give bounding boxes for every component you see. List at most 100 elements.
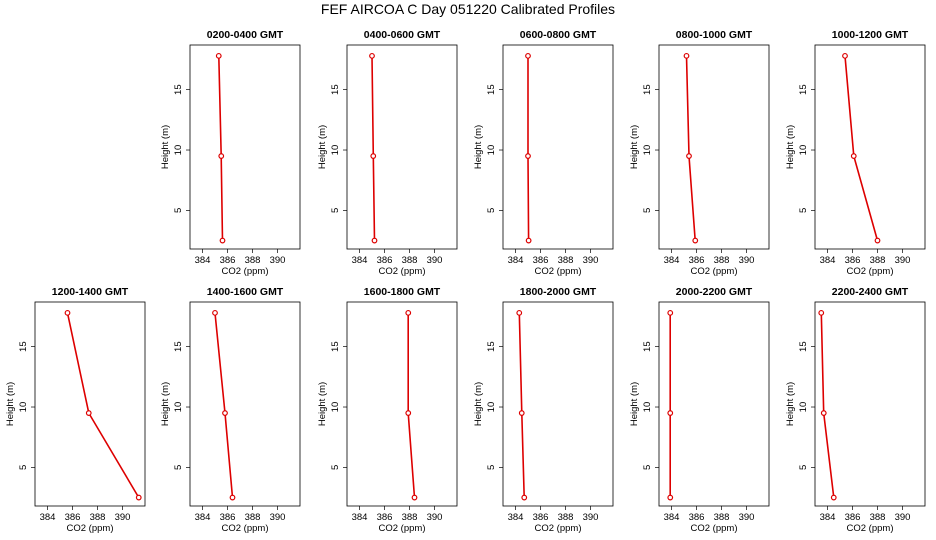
- x-axis-label: CO2 (ppm): [691, 523, 738, 534]
- y-tick-label: 5: [18, 465, 29, 470]
- y-axis-label: Height (m): [317, 382, 328, 426]
- y-tick-label: 10: [173, 402, 184, 413]
- data-point: [411, 494, 418, 501]
- series-line: [214, 312, 234, 498]
- data-point: [820, 410, 827, 416]
- plot-frame: [502, 301, 614, 507]
- y-tick-label: 10: [486, 402, 497, 413]
- panel-title: 2200-2400 GMT: [832, 286, 909, 298]
- x-tick-label: 386: [845, 512, 861, 523]
- x-tick-label: 390: [270, 512, 286, 523]
- x-axis-label: CO2 (ppm): [535, 523, 582, 534]
- x-tick-label: 390: [895, 255, 911, 266]
- plot-frame: [502, 44, 614, 250]
- y-tick-label: 10: [173, 145, 184, 156]
- x-tick-label: 386: [65, 512, 81, 523]
- data-point: [683, 52, 690, 59]
- y-tick-label: 15: [642, 341, 653, 352]
- x-tick-label: 386: [845, 255, 861, 266]
- x-tick-label: 390: [270, 255, 286, 266]
- y-tick-label: 15: [642, 84, 653, 95]
- x-tick-label: 388: [714, 255, 730, 266]
- y-tick-label: 5: [173, 465, 184, 470]
- x-tick-label: 386: [689, 512, 705, 523]
- series-line: [218, 55, 224, 241]
- plot-frame: [814, 301, 926, 507]
- chart-panel: 2000-2200 GMT 384 386 388 390 5 10 15 CO2 (ppm) H…: [629, 286, 770, 534]
- series-line: [407, 312, 416, 498]
- panel-title: 0800-1000 GMT: [676, 29, 753, 41]
- series-line: [66, 312, 140, 499]
- y-axis-label: Height (m): [629, 382, 640, 426]
- x-tick-label: 384: [195, 512, 211, 523]
- x-tick-label: 386: [533, 512, 549, 523]
- x-tick-label: 386: [533, 255, 549, 266]
- y-tick-label: 10: [798, 402, 809, 413]
- x-axis-label: CO2 (ppm): [847, 266, 894, 277]
- y-axis-label: Height (m): [629, 125, 640, 169]
- panel-title: 1200-1400 GMT: [52, 286, 129, 298]
- data-point: [818, 309, 825, 316]
- y-tick-label: 5: [486, 208, 497, 213]
- x-tick-label: 390: [583, 255, 599, 266]
- figure-title: FEF AIRCOA C Day 051220 Calibrated Profi…: [320, 1, 616, 17]
- y-axis-label: Height (m): [473, 125, 484, 169]
- chart-panel: 0600-0800 GMT 384 386 388 390 5 10 15 CO2 (ppm) H…: [473, 29, 614, 277]
- data-point: [525, 237, 532, 244]
- y-axis-label: Height (m): [160, 125, 171, 169]
- y-tick-label: 10: [330, 145, 341, 156]
- x-axis-label: CO2 (ppm): [847, 523, 894, 534]
- y-tick-label: 5: [642, 208, 653, 213]
- y-axis-label: Height (m): [317, 125, 328, 169]
- x-tick-label: 384: [508, 255, 524, 266]
- y-tick-label: 5: [486, 465, 497, 470]
- y-tick-label: 15: [330, 341, 341, 352]
- chart-panel: 1200-1400 GMT 384 386 388 390 5 10 15 CO2 (ppm) H…: [5, 286, 146, 534]
- x-tick-label: 386: [220, 512, 236, 523]
- y-axis-label: Height (m): [785, 125, 796, 169]
- y-tick-label: 15: [173, 341, 184, 352]
- data-point: [686, 153, 692, 159]
- panel-title: 1600-1800 GMT: [364, 286, 441, 298]
- y-tick-label: 5: [330, 465, 341, 470]
- series-line: [371, 55, 376, 241]
- series-line: [518, 312, 525, 498]
- x-tick-label: 390: [115, 512, 131, 523]
- plot-frame: [346, 44, 458, 250]
- data-point: [667, 494, 674, 501]
- y-tick-label: 10: [330, 402, 341, 413]
- x-axis-label: CO2 (ppm): [379, 523, 426, 534]
- plot-frame: [814, 44, 926, 250]
- data-point: [370, 153, 377, 159]
- chart-panel: 0800-1000 GMT 384 386 388 390 5 10 15 CO2 (ppm) H…: [629, 29, 770, 277]
- x-tick-label: 386: [377, 255, 393, 266]
- plot-frame: [189, 301, 301, 507]
- data-point: [850, 153, 857, 159]
- data-point: [830, 494, 837, 501]
- y-tick-label: 10: [798, 145, 809, 156]
- x-tick-label: 390: [739, 255, 755, 266]
- y-tick-label: 15: [486, 341, 497, 352]
- x-axis-label: CO2 (ppm): [535, 266, 582, 277]
- x-tick-label: 390: [427, 512, 443, 523]
- x-tick-label: 388: [558, 255, 574, 266]
- x-tick-label: 390: [739, 512, 755, 523]
- x-tick-label: 384: [508, 512, 524, 523]
- y-tick-label: 5: [798, 465, 809, 470]
- x-tick-label: 388: [558, 512, 574, 523]
- data-point: [525, 52, 531, 59]
- x-axis-label: CO2 (ppm): [222, 523, 269, 534]
- plot-frame: [658, 44, 770, 250]
- y-tick-label: 5: [173, 208, 184, 213]
- chart-panel: 1600-1800 GMT 384 386 388 390 5 10 15 CO2 (ppm) H…: [317, 286, 458, 534]
- chart-panel: 0200-0400 GMT 384 386 388 390 5 10 15 CO2 (ppm) H…: [160, 29, 301, 277]
- panel-title: 0200-0400 GMT: [207, 29, 284, 41]
- data-point: [874, 237, 881, 244]
- y-tick-label: 15: [330, 84, 341, 95]
- data-point: [215, 52, 222, 59]
- x-tick-label: 384: [195, 255, 211, 266]
- y-tick-label: 15: [798, 84, 809, 95]
- series-line: [844, 55, 879, 241]
- x-tick-label: 390: [427, 255, 443, 266]
